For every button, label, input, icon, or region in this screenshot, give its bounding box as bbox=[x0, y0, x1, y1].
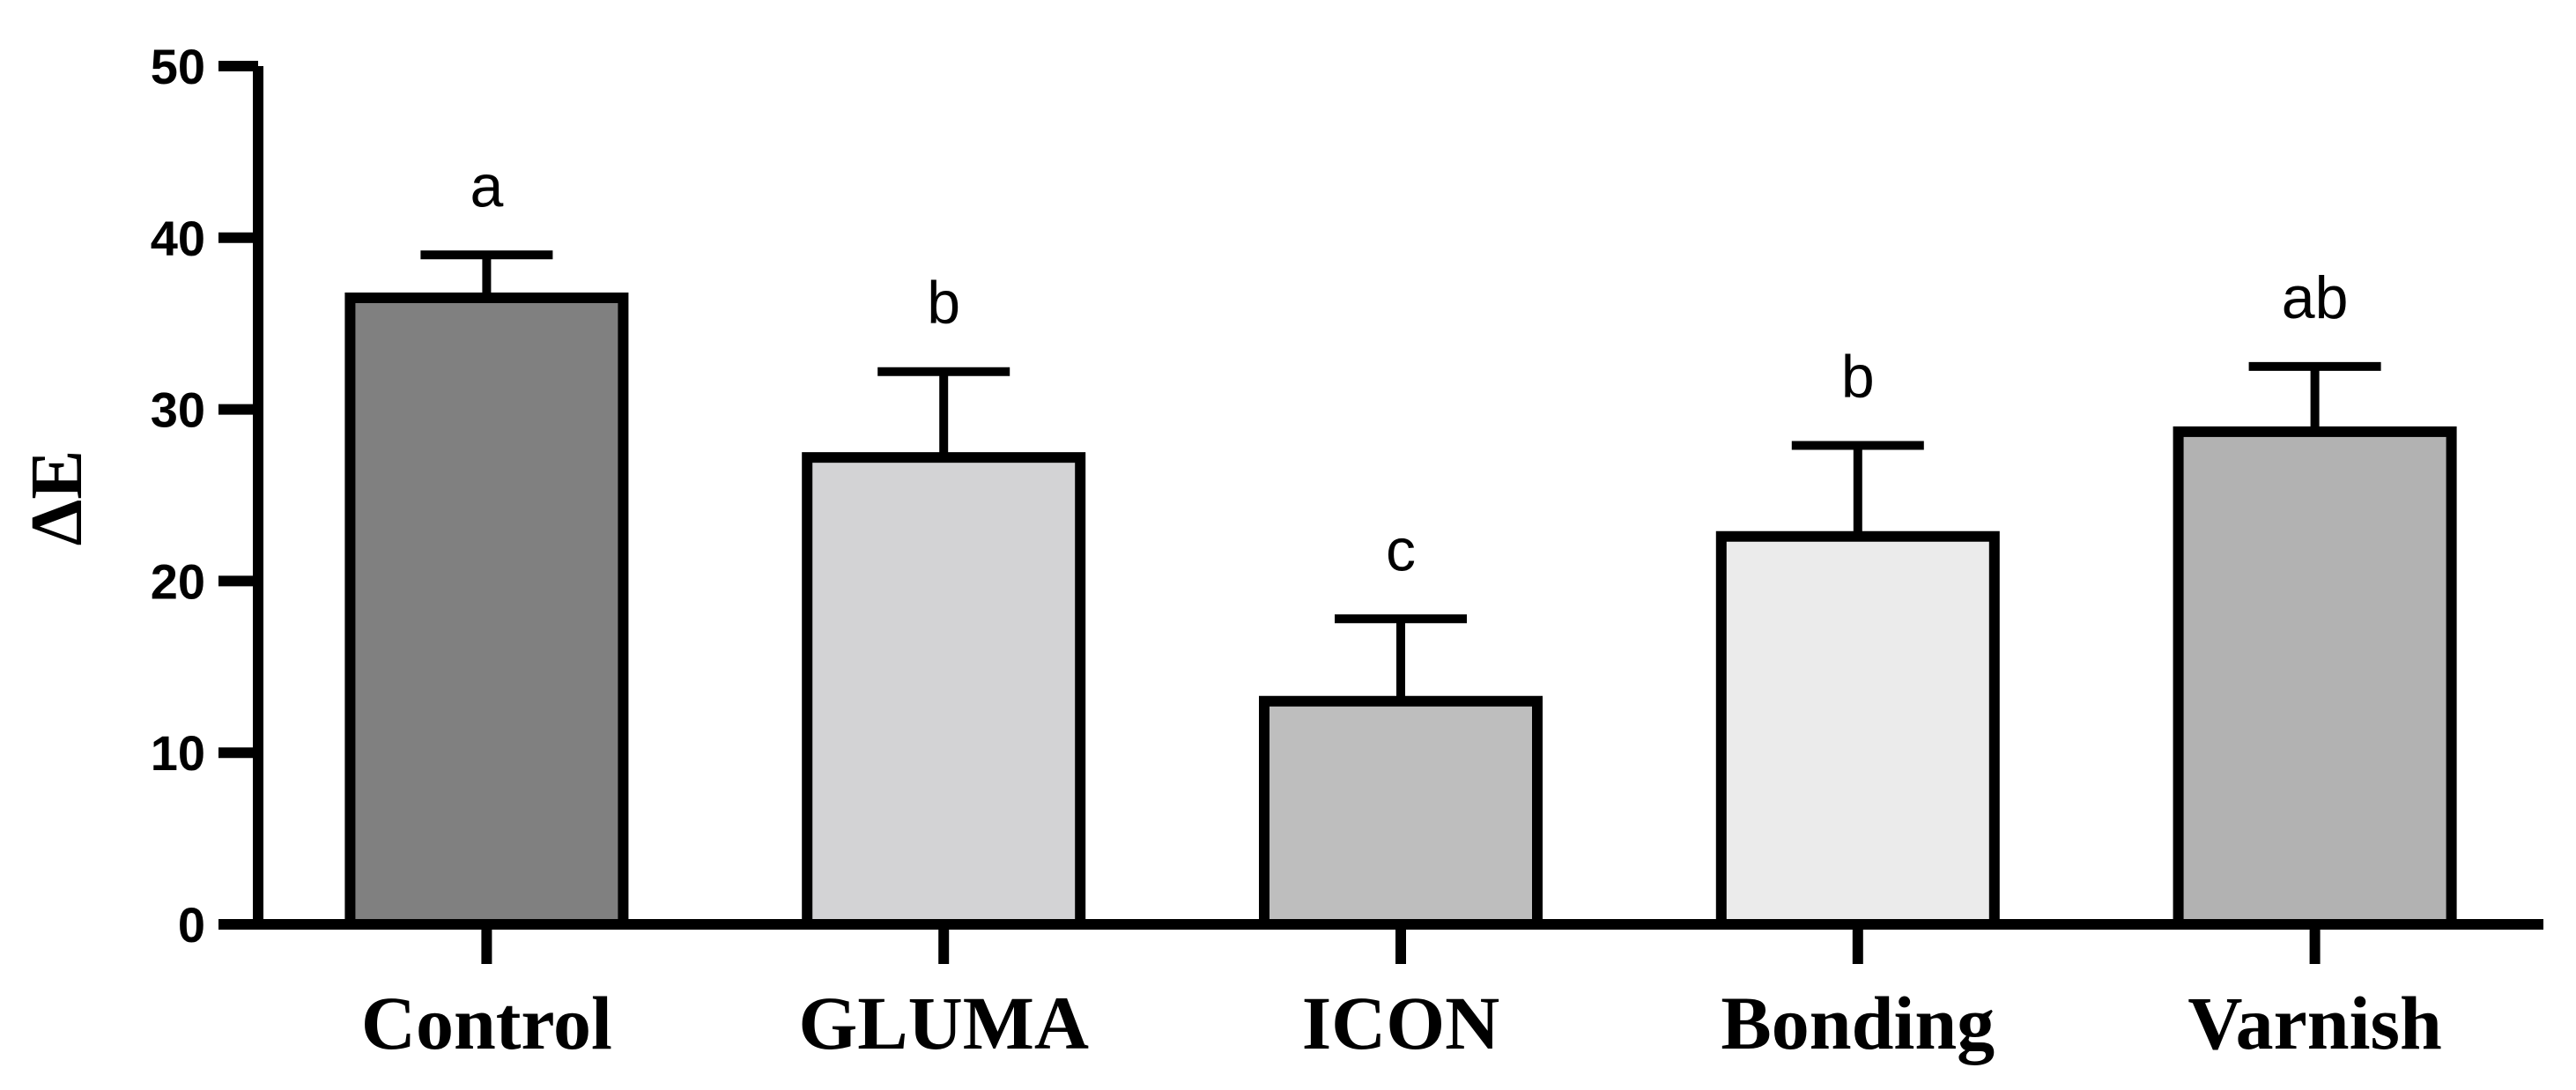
significance-label-control: a bbox=[470, 152, 503, 219]
y-axis: 0 10 20 30 40 50 bbox=[151, 39, 263, 953]
bar-control bbox=[344, 292, 629, 931]
y-tick-label-50: 50 bbox=[151, 39, 205, 94]
x-tick-label-icon: ICON bbox=[1302, 981, 1500, 1065]
y-tick-label-0: 0 bbox=[178, 897, 205, 953]
significance-label-icon: c bbox=[1386, 516, 1416, 583]
bar-gluma bbox=[802, 452, 1086, 930]
x-axis: Control GLUMA ICON Bonding Varnish bbox=[253, 919, 2543, 1065]
significance-label-bonding: b bbox=[1841, 344, 1875, 411]
bar-varnish bbox=[2173, 426, 2457, 930]
y-tick-label-20: 20 bbox=[151, 553, 205, 609]
bar-bonding bbox=[1715, 530, 2000, 930]
x-tick-label-gluma: GLUMA bbox=[798, 981, 1089, 1065]
y-tick-label-30: 30 bbox=[151, 382, 205, 438]
y-tick-label-10: 10 bbox=[151, 725, 205, 781]
bar-icon bbox=[1259, 695, 1543, 931]
x-tick-label-bonding: Bonding bbox=[1721, 981, 1995, 1065]
y-tick-label-40: 40 bbox=[151, 211, 205, 266]
significance-label-gluma: b bbox=[927, 270, 960, 337]
x-tick-label-control: Control bbox=[361, 981, 612, 1065]
significance-label-varnish: ab bbox=[2282, 264, 2349, 331]
y-axis-label: ΔE bbox=[16, 450, 98, 546]
x-tick-label-varnish: Varnish bbox=[2187, 981, 2441, 1065]
